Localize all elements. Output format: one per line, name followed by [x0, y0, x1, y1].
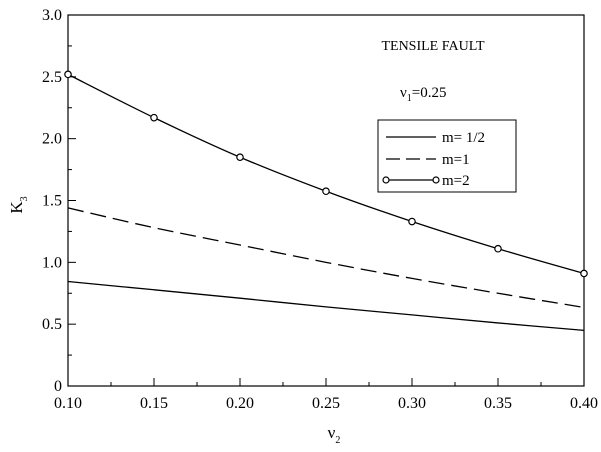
- series-line-1: [67, 207, 585, 309]
- x-tick-label: 0.40: [570, 395, 598, 412]
- series-marker-2: [236, 153, 244, 162]
- legend-label-m-1: m=1: [442, 152, 470, 168]
- y-tick-label: 0: [54, 378, 62, 395]
- series-line-0: [67, 280, 585, 331]
- legend-box: [377, 119, 517, 193]
- y-tick-label: 0.5: [42, 316, 62, 333]
- annotation-title: TENSILE FAULT: [381, 39, 485, 54]
- legend-marker-m-2-right: [432, 176, 440, 184]
- series-marker-2: [580, 269, 588, 278]
- y-tick-label: 3.0: [42, 7, 62, 24]
- legend-label-m-2: m=2: [442, 173, 470, 189]
- x-tick-label: 0.10: [54, 395, 82, 412]
- x-tick-label: 0.15: [140, 395, 168, 412]
- series-marker-2: [408, 217, 416, 226]
- series-marker-2: [322, 187, 330, 196]
- legend-label-m-half: m= 1/2: [442, 130, 485, 146]
- x-tick-label: 0.35: [484, 395, 512, 412]
- plot-border: [67, 14, 585, 387]
- series-marker-2: [494, 244, 502, 253]
- x-tick-label: 0.20: [226, 395, 254, 412]
- axis-ticks: 0.10 0.15 0.20 0.25 0.30 0.35 0.40 0 0.5 1.0 1.5 2.…: [42, 7, 598, 412]
- series-marker-2: [150, 113, 158, 122]
- y-axis-title: K3: [7, 196, 30, 213]
- y-tick-label: 1.0: [42, 254, 62, 271]
- x-tick-label: 0.25: [312, 395, 340, 412]
- plot-frame: [67, 14, 585, 387]
- x-tick-label: 0.30: [398, 395, 426, 412]
- y-tick-label: 2.0: [42, 131, 62, 148]
- annotation-param: ν1=0.25: [400, 85, 447, 104]
- series-group: [64, 70, 588, 331]
- legend-marker-m-2-left: [382, 176, 390, 184]
- x-axis-title: ν2: [328, 423, 341, 446]
- legend: m= 1/2 m=1 m=2: [377, 119, 517, 193]
- y-tick-label: 2.5: [42, 69, 62, 86]
- y-tick-label: 1.5: [42, 193, 62, 210]
- series-marker-2: [64, 70, 72, 79]
